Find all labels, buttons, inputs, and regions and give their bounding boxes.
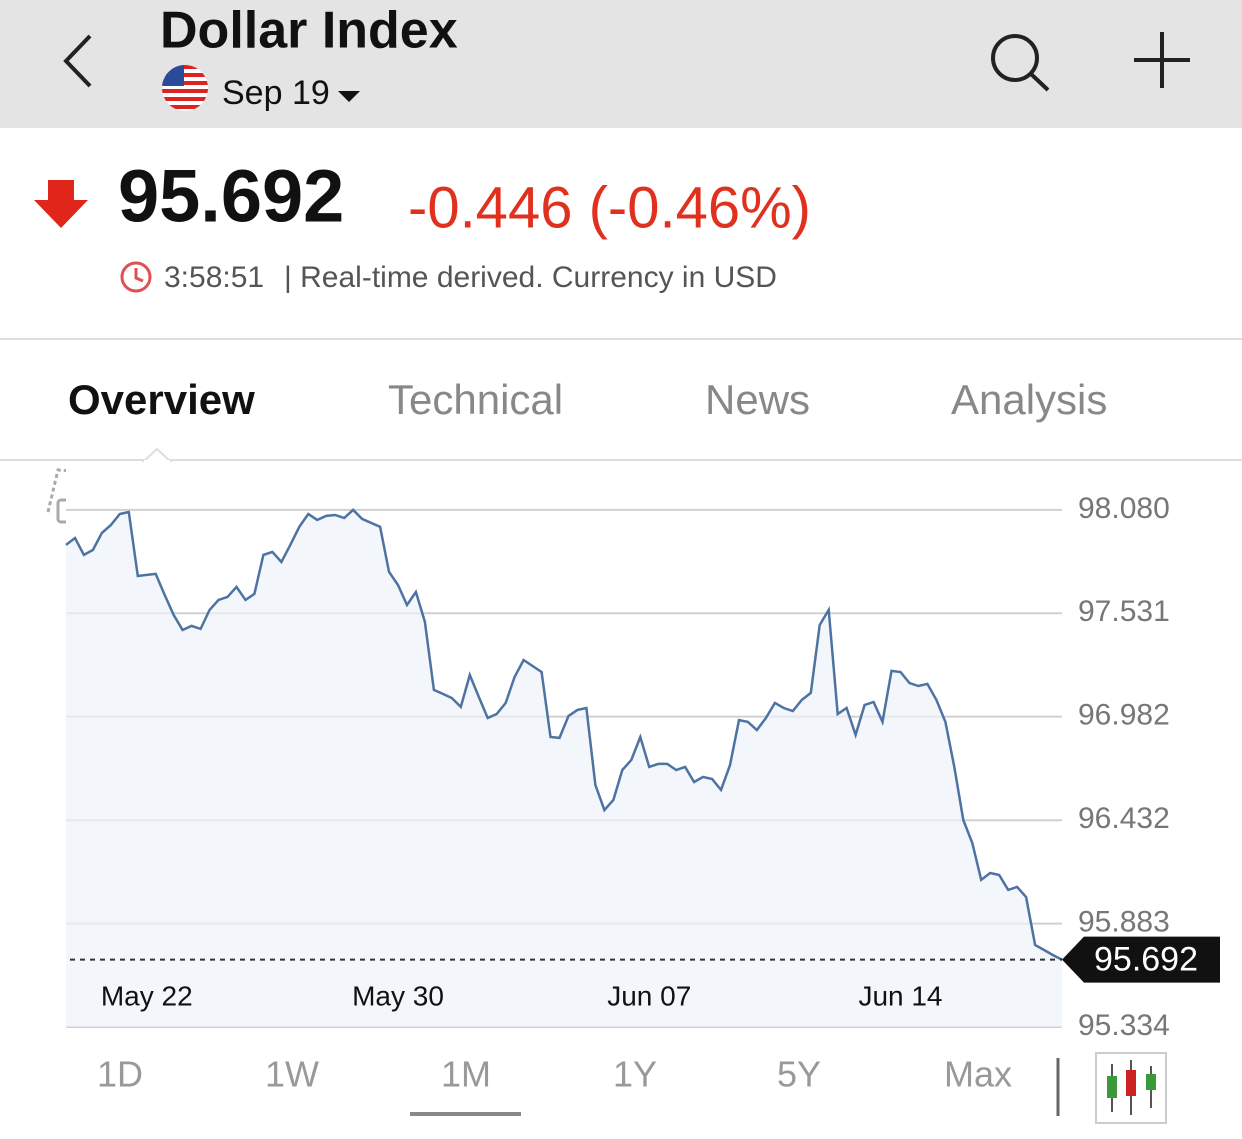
area <box>66 509 1062 1027</box>
chart-type-button[interactable] <box>1095 1052 1167 1124</box>
tab[interactable]: Technical <box>388 376 563 423</box>
range-button[interactable]: 5Y <box>777 1054 821 1095</box>
y-tick-label: 98.080 <box>1078 492 1170 525</box>
x-tick-label: Jun 14 <box>858 980 942 1011</box>
change: -0.446 (-0.46%) <box>408 175 811 240</box>
y-tick-label: 96.432 <box>1078 802 1170 835</box>
tab[interactable]: News <box>705 376 810 423</box>
flag-icon <box>162 65 208 111</box>
x-tick-label: Jun 07 <box>607 980 691 1011</box>
range-button[interactable]: 1Y <box>613 1054 657 1095</box>
line <box>65 508 1063 961</box>
chart: 98.080 97.531 96.982 96.432 95.883 95.334 May … <box>65 464 1220 1042</box>
title: Dollar Index <box>160 2 458 60</box>
add-button[interactable] <box>1134 32 1190 88</box>
y-tick-label: 95.334 <box>1078 1009 1170 1042</box>
range-button[interactable]: Max <box>944 1054 1012 1095</box>
price: 95.692 <box>118 155 344 238</box>
back-button[interactable] <box>63 34 92 88</box>
y-tick-label: 97.531 <box>1078 595 1170 628</box>
y-tick-label: 95.883 <box>1078 906 1170 939</box>
down-arrow <box>34 180 88 228</box>
search-button[interactable] <box>991 34 1050 92</box>
tab[interactable]: Analysis <box>951 376 1107 423</box>
tab-indicator-mask <box>144 460 170 463</box>
time: 3:58:51 <box>164 261 264 294</box>
contract[interactable]: Sep 19 <box>222 74 330 112</box>
last-value-badge <box>1062 936 1220 983</box>
range-underline <box>410 1112 521 1116</box>
range-button[interactable]: 1M <box>441 1054 491 1095</box>
y-tick-label: 96.982 <box>1078 699 1170 732</box>
last-value-label: 95.692 <box>1094 941 1198 979</box>
x-tick-label: May 30 <box>352 980 444 1011</box>
clock-icon <box>120 261 152 293</box>
x-tick-label: May 22 <box>101 980 193 1011</box>
tab[interactable]: Overview <box>68 376 255 423</box>
range-button[interactable]: 1D <box>97 1054 143 1095</box>
tab-indicator <box>141 447 173 462</box>
range-button[interactable]: 1W <box>265 1054 319 1095</box>
dropdown-caret[interactable] <box>338 91 360 102</box>
note: | Real-time derived. Currency in USD <box>284 261 777 294</box>
